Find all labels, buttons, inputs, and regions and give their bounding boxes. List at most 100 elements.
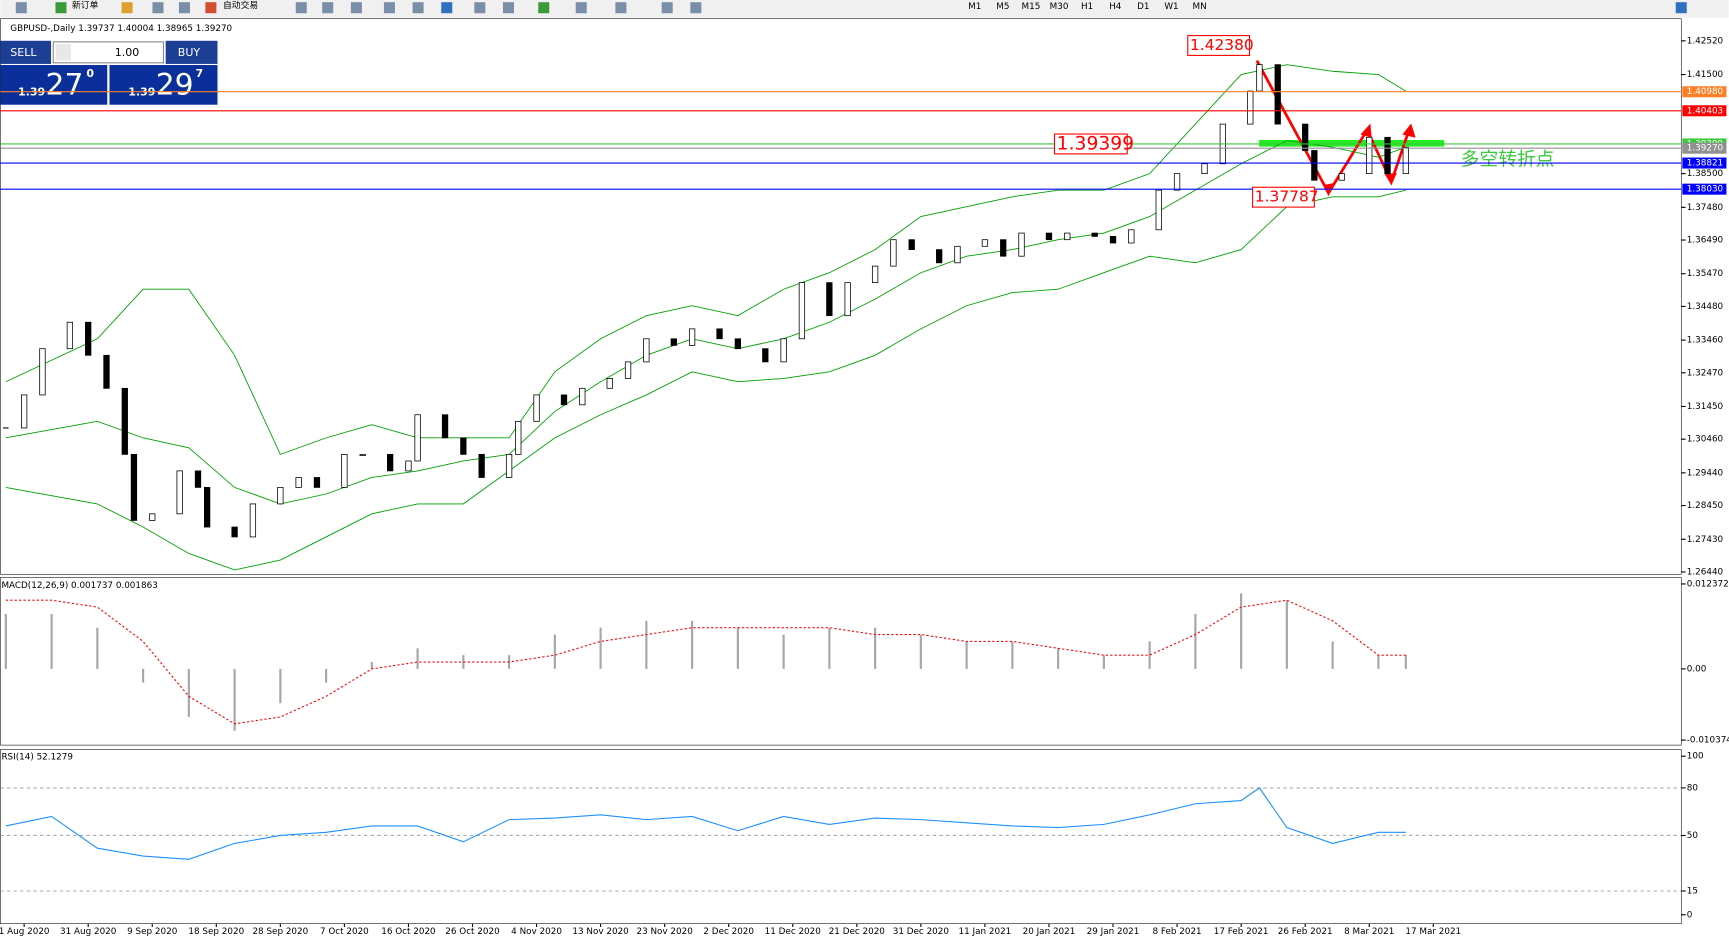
candle — [643, 338, 650, 363]
x-tick-label: 1 Aug 2020 — [0, 927, 50, 937]
y-tick-label: 1.27430 — [1687, 535, 1724, 545]
x-tick-label: 7 Oct 2020 — [320, 927, 369, 937]
y-tick-label: 1.36490 — [1687, 236, 1724, 246]
arrow-head — [1402, 123, 1416, 138]
x-tick-label: 20 Jan 2021 — [1023, 927, 1076, 937]
timeframe-button[interactable]: W1 — [1164, 2, 1178, 12]
timeframe-button[interactable]: M30 — [1050, 2, 1069, 12]
candle — [780, 338, 787, 363]
annotation-box — [1187, 35, 1251, 56]
x-tick-label: 17 Mar 2021 — [1405, 927, 1461, 937]
candle — [624, 361, 632, 379]
y-tick-label: 1.28450 — [1687, 501, 1724, 511]
auto-trading-button[interactable]: 自动交易 — [223, 0, 258, 11]
lots: 1.00 — [115, 46, 140, 59]
new-order-button[interactable]: 新订单 — [72, 0, 99, 11]
sell-button[interactable] — [0, 40, 52, 64]
note: 多空转折点 — [1461, 149, 1555, 170]
x-tick-label: 8 Mar 2021 — [1344, 927, 1394, 937]
lots-input[interactable] — [52, 41, 165, 64]
rsi-title: RSI(14) 52.1279 — [1, 753, 73, 763]
candle — [1274, 64, 1281, 125]
candle — [560, 394, 568, 406]
y-tick-label: 1.32470 — [1687, 368, 1724, 378]
timeframe-button[interactable]: D1 — [1137, 2, 1149, 12]
bollinger-band — [5, 64, 1407, 455]
y-tick-label: 1.31450 — [1687, 402, 1724, 412]
timeframe-button[interactable]: M5 — [996, 2, 1009, 12]
candle — [908, 239, 915, 250]
candle — [1201, 163, 1208, 175]
candle — [204, 487, 211, 528]
price-tag-label: 1.40403 — [1687, 106, 1723, 116]
candle — [1018, 232, 1025, 257]
bollinger-band — [5, 189, 1406, 571]
timeframe-button[interactable]: M1 — [968, 2, 981, 12]
candle — [1384, 136, 1391, 175]
annotation-box — [1053, 133, 1128, 155]
trade-panel: SELL 1.00 BUY 1.39 27 0 1.39 29 7 — [0, 40, 218, 105]
x-tick-label: 21 Dec 2020 — [829, 927, 886, 937]
candle — [313, 477, 321, 488]
candle — [359, 453, 366, 456]
candle — [1128, 229, 1135, 244]
candle — [121, 387, 128, 455]
arrow-head — [1360, 123, 1372, 138]
price-tag-label: 1.38030 — [1687, 185, 1724, 195]
y-tick-label: 1.26440 — [1687, 567, 1724, 577]
macd-pane — [0, 577, 1682, 746]
y-tick-label: 1.41500 — [1687, 70, 1724, 80]
candle — [1109, 236, 1117, 244]
candle — [1000, 239, 1007, 257]
candle — [826, 282, 833, 317]
candle — [176, 470, 183, 515]
x-tick-label: 13 Nov 2020 — [572, 927, 629, 937]
candle — [414, 414, 421, 462]
x-tick-label: 31 Aug 2020 — [60, 927, 117, 937]
candle — [954, 245, 961, 264]
candle — [670, 338, 677, 346]
buy-price-box[interactable] — [109, 65, 218, 105]
y-tick-label: 0 — [1687, 910, 1693, 920]
y-tick-label: 50 — [1687, 831, 1699, 841]
buy-small: 7 — [195, 67, 203, 80]
sell-label: SELL — [10, 46, 37, 59]
sell-price-box[interactable] — [0, 65, 108, 105]
candle — [762, 348, 769, 363]
y-tick-label: 0.012372 — [1687, 579, 1729, 589]
candle — [1302, 123, 1309, 151]
y-tick-label: 100 — [1687, 752, 1704, 762]
timeframe-button[interactable]: H4 — [1109, 2, 1122, 12]
sell-small: 0 — [86, 67, 94, 80]
candle — [505, 453, 513, 478]
buy-button[interactable] — [165, 40, 218, 64]
candle — [66, 321, 74, 350]
timeframe-button[interactable]: M15 — [1022, 2, 1041, 12]
candle — [20, 394, 28, 429]
rsi-line — [5, 787, 1406, 860]
x-tick-label: 29 Jan 2021 — [1087, 927, 1140, 937]
toolbar-icons — [15, 2, 1687, 14]
x-tick-label: 16 Oct 2020 — [381, 927, 436, 937]
spinner[interactable] — [55, 44, 71, 61]
price-tag — [1682, 183, 1727, 195]
timeframe-button[interactable]: H1 — [1081, 2, 1093, 12]
annotation-label: 1.39399 — [1057, 133, 1134, 154]
candle — [844, 282, 851, 317]
x-tick-label: 26 Feb 2021 — [1278, 927, 1333, 937]
macd-signal — [5, 599, 1406, 725]
candle — [981, 239, 989, 247]
candle — [579, 387, 586, 406]
candle — [606, 378, 613, 389]
candle — [716, 328, 723, 340]
x-tick-label: 11 Dec 2020 — [765, 927, 822, 937]
x-tick-label: 31 Dec 2020 — [893, 927, 950, 937]
candle — [1173, 173, 1181, 191]
annotation-box — [1252, 186, 1315, 208]
timeframe-button[interactable]: MN — [1192, 2, 1206, 12]
candle — [1247, 90, 1254, 125]
price-tag — [1682, 105, 1727, 117]
x-tick-label: 23 Nov 2020 — [636, 927, 693, 937]
candle — [1256, 64, 1263, 92]
